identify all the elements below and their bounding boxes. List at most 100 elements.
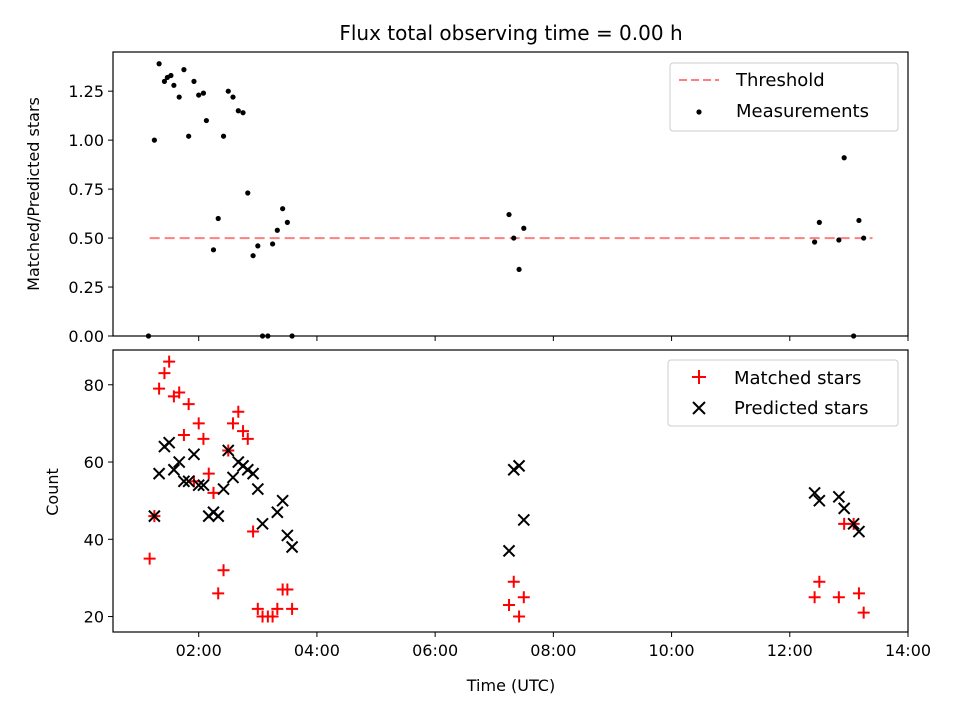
matched-star-point (241, 432, 254, 445)
y-tick-label-top: 1.00 (68, 131, 104, 150)
matched-star-point (158, 367, 171, 380)
x-tick-label: 10:00 (649, 641, 695, 660)
legend-label-predicted: Predicted stars (734, 398, 868, 419)
matched-star-point (251, 602, 264, 615)
measurement-point (181, 67, 187, 73)
bottom-legend-box (667, 359, 899, 427)
predicted-stars-points (148, 436, 866, 558)
measurement-point (210, 247, 217, 253)
y-tick-label-bottom: 20 (84, 608, 104, 627)
measurement-point (250, 253, 256, 259)
matched-star-point (197, 432, 210, 445)
predicted-star-point (241, 463, 254, 476)
measurement-point (274, 227, 280, 233)
measurement-point (856, 217, 862, 224)
matched-star-point (247, 525, 260, 538)
top-y-ticks: 0.00 0.25 0.50 0.75 1.00 1.25 (68, 82, 113, 346)
matched-star-point (513, 610, 526, 623)
top-panel: Flux total observing time = 0.00 h Match… (24, 21, 909, 346)
predicted-star-point (837, 502, 851, 515)
predicted-star-point (852, 525, 866, 538)
measurements-legend-swatch (696, 109, 702, 115)
top-legend-box (669, 62, 899, 132)
measurement-point (215, 215, 221, 222)
x-tick-label: 02:00 (176, 641, 222, 660)
predicted-star-point (162, 436, 176, 449)
predicted-star-point (212, 509, 225, 523)
measurements-points (145, 61, 867, 339)
predicted-star-point (246, 467, 260, 480)
measurement-point (816, 219, 822, 225)
y-tick-label-top: 0.50 (68, 229, 104, 248)
predicted-star-point (177, 475, 191, 488)
predicted-star-point (507, 463, 520, 476)
predicted-star-point (148, 509, 161, 523)
measurement-point (516, 266, 522, 273)
predicted-star-point (502, 544, 516, 558)
top-legend: Threshold Measurements (669, 62, 899, 132)
chart-title: Flux total observing time = 0.00 h (339, 21, 682, 45)
matched-star-point (192, 417, 205, 430)
predicted-star-point (517, 513, 531, 527)
matched-star-point (177, 428, 190, 441)
legend-label-matched: Matched stars (734, 368, 861, 389)
measurement-point (240, 110, 246, 116)
predicted-star-point (152, 467, 166, 480)
matched-star-point (207, 486, 220, 499)
measurement-point (186, 133, 192, 139)
matched-star-point (226, 417, 239, 430)
x-tick-label: 08:00 (530, 641, 576, 660)
predicted-star-point (512, 459, 526, 473)
predicted-star-point (217, 482, 230, 496)
predicted-star-point (276, 494, 289, 507)
measurement-point (171, 82, 177, 88)
matched-star-point (266, 610, 279, 623)
matched-star-point (232, 405, 245, 418)
measurement-point (220, 133, 227, 139)
predicted-star-point (251, 482, 265, 496)
matched-star-point (202, 467, 215, 480)
measurement-point (203, 117, 209, 124)
measurement-point (168, 72, 174, 79)
measurement-point (269, 241, 276, 247)
x-tick-label: 12:00 (767, 641, 813, 660)
measurement-point (836, 237, 842, 243)
predicted-star-point (192, 478, 205, 492)
predicted-star-point (832, 490, 846, 504)
predicted-star-point (847, 517, 860, 531)
matched-star-point (212, 587, 225, 600)
matched-star-point (237, 425, 250, 438)
top-plot-frame (112, 51, 909, 337)
predicted-star-point (813, 494, 826, 507)
measurement-point (191, 78, 197, 84)
y-axis-label-top: Matched/Predicted stars (24, 97, 43, 291)
matched-star-point (173, 386, 186, 399)
bottom-legend: Matched stars Predicted stars (667, 359, 899, 427)
matched-star-point (143, 552, 156, 565)
y-tick-label-top: 0.00 (68, 327, 104, 346)
matched-star-point (182, 398, 195, 411)
measurement-point (506, 211, 512, 218)
matched-star-point (271, 602, 284, 615)
matched-star-point (286, 602, 299, 615)
y-tick-label-bottom: 80 (84, 376, 104, 395)
measurement-point (284, 219, 290, 225)
predicted-star-point (226, 471, 240, 484)
bottom-plot-frame (112, 349, 909, 633)
predicted-star-point (256, 517, 269, 531)
measurement-point (235, 108, 241, 114)
measurement-point (196, 92, 202, 98)
predicted-star-point (172, 455, 186, 469)
bottom-axis-ticks: 20 40 60 80 02:00 04:00 06:00 08:00 10:00 12:00 14… (84, 376, 931, 660)
predicted-star-point (808, 486, 821, 500)
x-axis-label: Time (UTC) (466, 676, 555, 695)
top-x-ticks (198, 336, 909, 341)
x-tick-label: 14:00 (885, 641, 931, 660)
predicted-star-point (281, 529, 294, 542)
predicted-star-point (285, 540, 299, 554)
matched-star-point (503, 598, 516, 611)
y-tick-label-top: 1.25 (68, 82, 104, 101)
matched-star-point (163, 355, 176, 368)
measurement-point (521, 225, 527, 231)
